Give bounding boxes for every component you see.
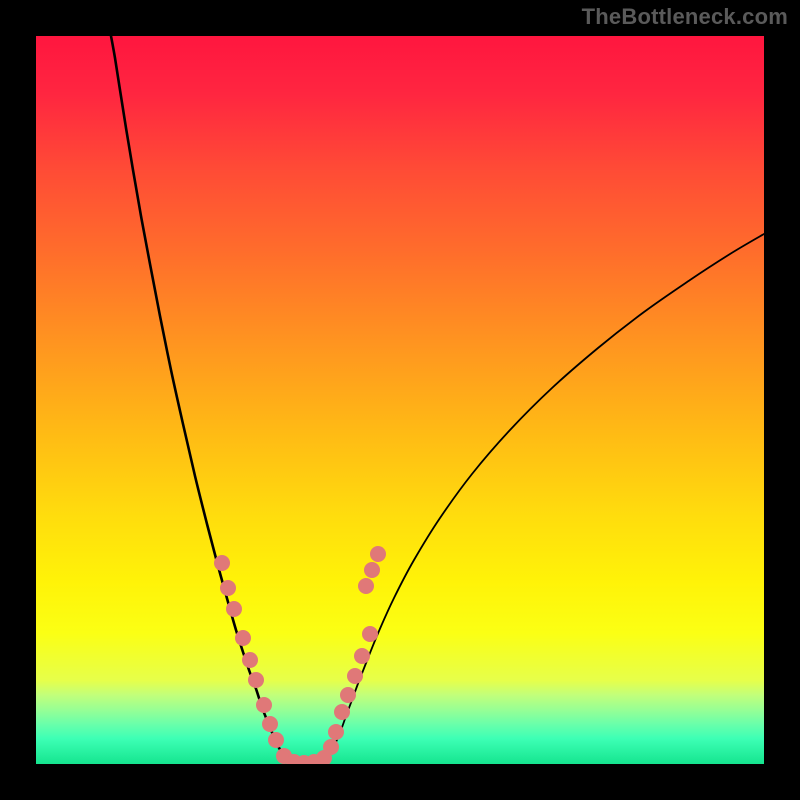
dot-left	[235, 630, 251, 646]
dot-right	[334, 704, 350, 720]
bottleneck-chart	[0, 0, 800, 800]
dot-right	[362, 626, 378, 642]
dot-right	[358, 578, 374, 594]
dot-left	[226, 601, 242, 617]
dot-left	[242, 652, 258, 668]
dot-right	[354, 648, 370, 664]
dot-right	[364, 562, 380, 578]
dot-right	[347, 668, 363, 684]
dot-right	[323, 739, 339, 755]
watermark-label: TheBottleneck.com	[582, 4, 788, 30]
dot-left	[256, 697, 272, 713]
dot-right	[370, 546, 386, 562]
dot-left	[268, 732, 284, 748]
chart-stage: { "canvas": { "width": 800, "height": 80…	[0, 0, 800, 800]
dot-left	[248, 672, 264, 688]
dot-right	[328, 724, 344, 740]
dot-left	[220, 580, 236, 596]
dot-right	[340, 687, 356, 703]
dot-left	[262, 716, 278, 732]
plot-background	[36, 36, 764, 764]
dot-left	[214, 555, 230, 571]
